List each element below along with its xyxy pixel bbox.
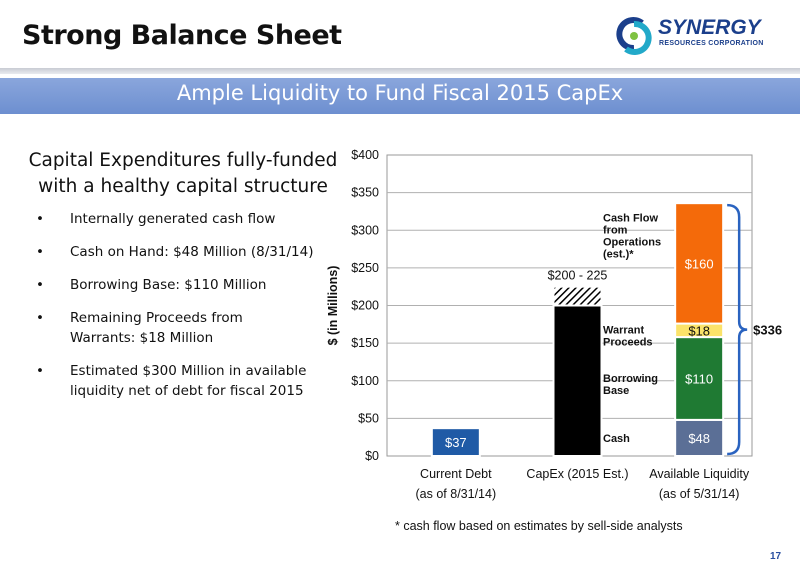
y-tick-label: $300 [351, 223, 379, 237]
bullet-text: Internally generated cash flow [70, 211, 276, 227]
logo-name: SYNERGY [658, 16, 761, 39]
bar-segment [552, 304, 603, 457]
banner [0, 78, 800, 114]
segment-name-label: Warrant Proceeds [603, 325, 653, 349]
bullet-item: • Cash on Hand: $48 Million (8/31/14) [36, 244, 314, 260]
bar-value-label: $18 [688, 323, 710, 338]
bullet-text: Estimated $300 Million in available liqu… [70, 363, 307, 399]
bar-value-label: $110 [685, 371, 713, 386]
bullet-item: • Borrowing Base: $110 Million [36, 277, 267, 293]
y-tick-label: $0 [365, 449, 379, 463]
bullet-item: • Internally generated cash flow [36, 211, 276, 227]
y-tick-label: $50 [358, 411, 379, 425]
y-tick-label: $350 [351, 186, 379, 200]
company-logo: SYNERGY RESOURCES CORPORATION [612, 14, 772, 62]
y-tick-label: $400 [351, 148, 379, 162]
x-category-label: CapEx (2015 Est.) [526, 467, 628, 481]
y-tick-label: $200 [351, 299, 379, 313]
bar-segment [430, 427, 481, 458]
bar-value-label: $37 [445, 435, 467, 450]
bar-segment [674, 418, 725, 458]
bullet-text: Borrowing Base: $110 Million [70, 277, 267, 293]
x-category-label: Available Liquidity [649, 467, 750, 481]
total-label: $336 [753, 323, 782, 338]
synergy-swirl-icon [615, 17, 653, 55]
bar-segment [674, 202, 725, 325]
page-number: 17 [770, 551, 782, 562]
footnote: * cash flow based on estimates by sell-s… [395, 519, 683, 533]
x-category-sublabel: (as of 8/31/14) [416, 487, 497, 501]
segment-name-label: Cash Flow from Operations (est.)* [603, 213, 661, 261]
bar-segment [674, 336, 725, 421]
left-heading: Capital Expenditures fully-funded with a… [28, 150, 338, 197]
x-category-sublabel: (as of 5/31/14) [659, 487, 740, 501]
y-tick-label: $100 [351, 374, 379, 388]
bar-top-label: $200 - 225 [548, 269, 608, 283]
bullet-text: Cash on Hand: $48 Million (8/31/14) [70, 244, 314, 260]
bullet-item: • Remaining Proceeds from Warrants: $18 M… [36, 310, 243, 346]
bullet-text: Remaining Proceeds from Warrants: $18 Mi… [70, 310, 243, 346]
y-tick-label: $250 [351, 261, 379, 275]
y-axis-label: $ (in Millions) [326, 266, 340, 346]
bar-value-label: $160 [685, 256, 714, 271]
bullet-list: • Internally generated cash flow • Cash on… [36, 209, 336, 414]
bar-segment [552, 285, 603, 307]
segment-name-label: Borrowing Base [603, 373, 658, 397]
y-tick-label: $150 [351, 336, 379, 350]
page-title: Strong Balance Sheet [22, 20, 342, 51]
bar-value-label: $48 [688, 431, 710, 446]
segment-name-label: Cash [603, 433, 630, 445]
banner-text: Ample Liquidity to Fund Fiscal 2015 CapE… [176, 81, 624, 105]
bullet-item: • Estimated $300 Million in available liq… [36, 363, 307, 399]
x-category-label: Current Debt [420, 467, 492, 481]
header-divider [0, 68, 800, 74]
logo-subtitle: RESOURCES CORPORATION [659, 40, 764, 47]
